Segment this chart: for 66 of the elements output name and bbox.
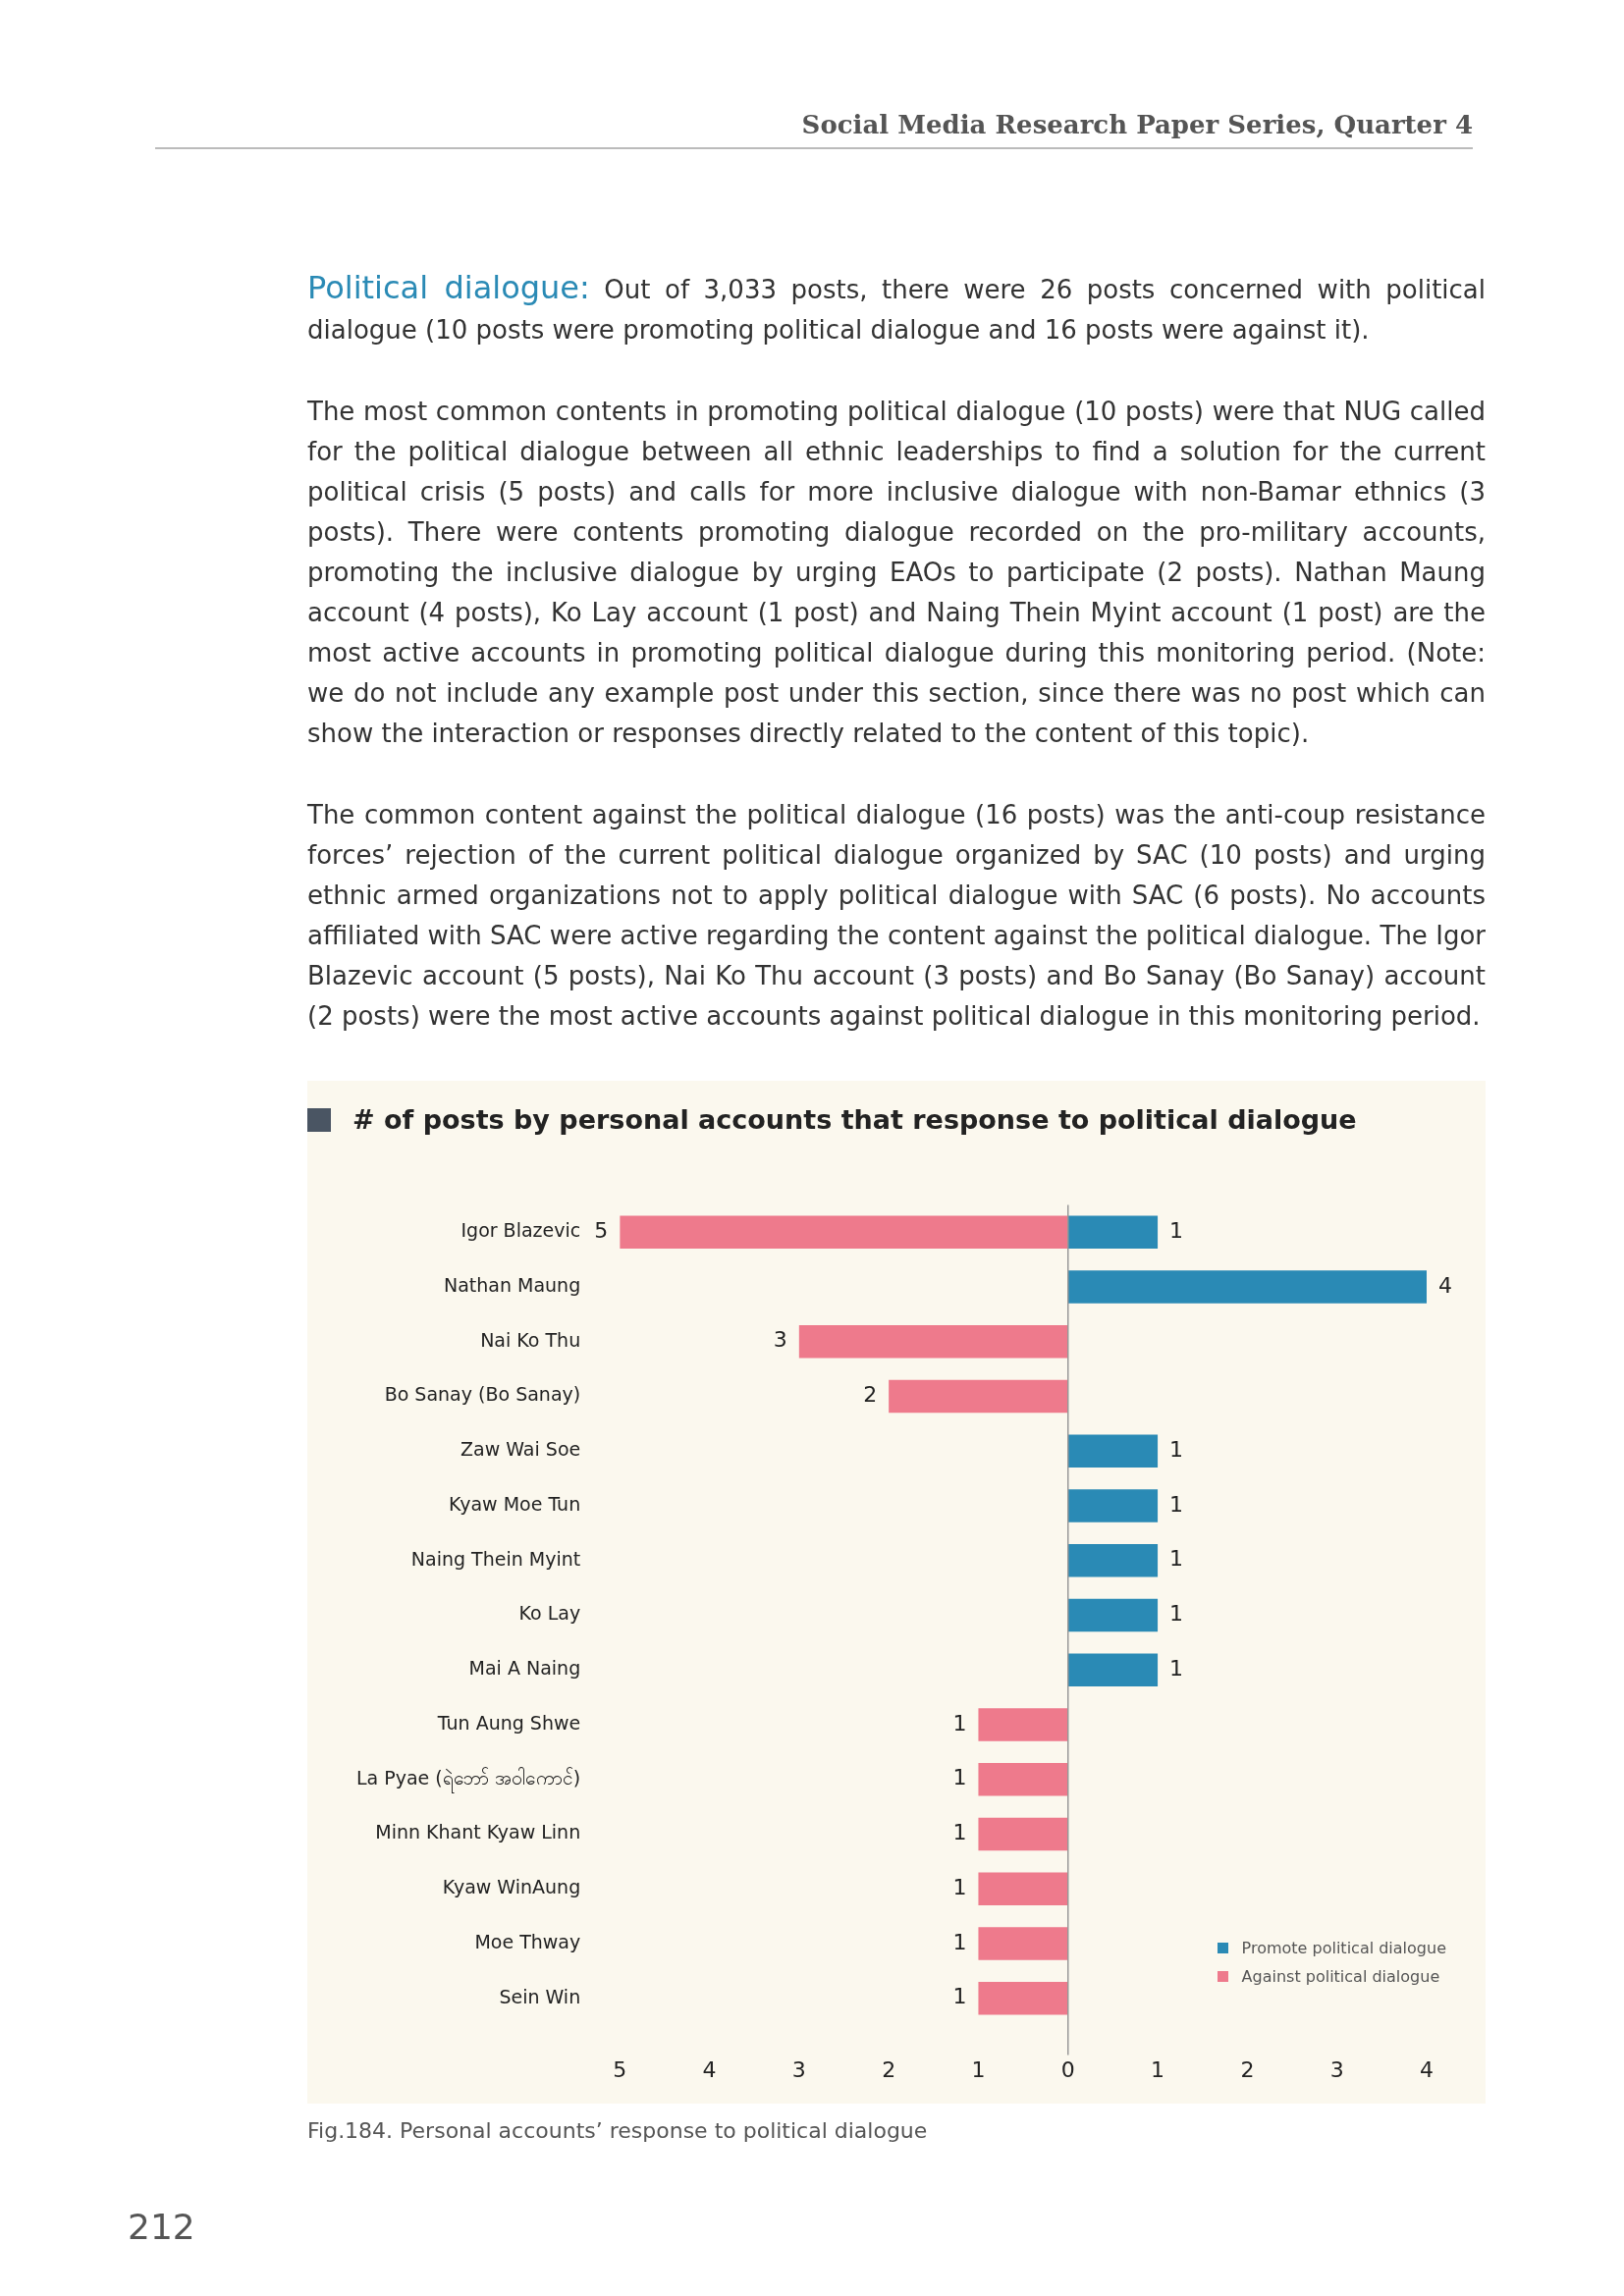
x-tick-label: 1 <box>1151 2056 1165 2082</box>
y-tick-label: Kyaw Moe Tun <box>449 1492 581 1515</box>
data-label: 2 <box>863 1382 878 1408</box>
data-label: 1 <box>1169 1436 1184 1462</box>
data-label: 4 <box>1438 1272 1452 1298</box>
y-tick-label: Minn Khant Kyaw Linn <box>375 1821 581 1843</box>
data-label: 3 <box>773 1327 787 1353</box>
bar <box>978 1872 1068 1905</box>
bar <box>978 1817 1068 1851</box>
bar <box>1067 1489 1159 1522</box>
y-tick-label: La Pyae (ရဲဘော် အဝါကောင်) <box>355 1766 581 1793</box>
x-tick-label: 1 <box>971 2056 986 2082</box>
bar <box>1067 1653 1159 1686</box>
y-tick-label: Moe Thway <box>474 1930 581 1952</box>
bar <box>1067 1270 1427 1304</box>
data-label: 1 <box>952 1765 967 1790</box>
data-label: 1 <box>952 1874 967 1899</box>
data-label: 1 <box>1169 1655 1184 1681</box>
bar <box>978 1708 1068 1741</box>
legend-label: Against political dialogue <box>1241 1967 1440 1986</box>
legend-label: Promote political dialogue <box>1241 1939 1446 1957</box>
data-label: 1 <box>1169 1491 1184 1517</box>
x-tick-label: 3 <box>791 2056 806 2082</box>
bar <box>978 1763 1068 1796</box>
chart-title: # of posts by personal accounts that response to political dialogue <box>352 1104 1357 1135</box>
bar <box>889 1379 1068 1414</box>
bar <box>620 1215 1068 1249</box>
x-tick-label: 2 <box>1240 2056 1255 2082</box>
data-label: 1 <box>952 1710 967 1735</box>
x-tick-label: 2 <box>882 2056 896 2082</box>
bar <box>978 1927 1068 1960</box>
bar <box>1067 1598 1159 1632</box>
y-tick-label: Sein Win <box>499 1985 581 2007</box>
bar <box>1067 1544 1159 1577</box>
x-tick-label: 4 <box>702 2056 717 2082</box>
data-label: 1 <box>1169 1546 1184 1572</box>
data-label: 5 <box>594 1217 609 1243</box>
y-tick-label: Mai A Naing <box>468 1657 581 1680</box>
y-tick-label: Zaw Wai Soe <box>460 1438 581 1461</box>
bar <box>798 1325 1068 1359</box>
data-label: 1 <box>1169 1217 1184 1243</box>
x-tick-label: 4 <box>1420 2056 1434 2082</box>
y-tick-label: Igor Blazevic <box>460 1219 581 1242</box>
y-tick-label: Kyaw WinAung <box>442 1876 581 1898</box>
bar <box>1067 1215 1159 1249</box>
data-label: 1 <box>952 1820 967 1845</box>
y-tick-label: Bo Sanay (Bo Sanay) <box>384 1383 581 1406</box>
x-tick-label: 0 <box>1060 2056 1075 2082</box>
caption: Fig.184. Personal accounts’ response to political dialogue <box>307 2118 928 2143</box>
bar <box>1067 1434 1159 1468</box>
text: 212 <box>128 2207 195 2247</box>
y-tick-label: Nathan Maung <box>443 1273 581 1296</box>
y-tick-label: Naing Thein Myint <box>410 1547 581 1570</box>
y-tick-label: Ko Lay <box>518 1602 581 1625</box>
text: The most common contents in promoting political dialogue (10 posts) were that NUG called for the political dialogue between all ethnic leaderships to find a solution for the current political crisis (5 posts) and calls for more inclusive dialogue with non-Bamar ethnics (3 posts). There were contents promoting dialogue recorded on the pro-military accounts, promoting the inclusive dialogue by urging EAOs to participate (2 posts). Nathan Maung account (4 posts), Ko Lay account (1 post) and Naing Thein Myint account (1 post) are the most active accounts in promoting political dialogue during this monitoring period. (Note: we do not include any example post under this section, since there was no post which can show the interaction or responses directly related to the content of this topic). <box>307 397 1486 748</box>
x-tick-label: 5 <box>613 2056 627 2082</box>
y-tick-label: Nai Ko Thu <box>480 1328 581 1351</box>
data-label: 1 <box>952 1929 967 1954</box>
x-tick-label: 3 <box>1329 2056 1344 2082</box>
y-tick-label: Tun Aung Shwe <box>436 1711 581 1734</box>
text: Social Media Research Paper Series, Quarter 4 <box>155 110 1473 149</box>
text: Political dialogue: <box>307 269 590 306</box>
text: The common content against the political dialogue (16 posts) was the anti-coup resistance forces’ rejection of the current political dialogue organized by SAC (10 posts) and urging ethnic armed organizations not to apply political dialogue with SAC (6 posts). No accounts affiliated with SAC were active regarding the content against the political dialogue. The Igor Blazevic account (5 posts), Nai Ko Thu account (3 posts) and Bo Sanay (Bo Sanay) account (2 posts) were the most active accounts against political dialogue in this monitoring period. <box>307 799 1486 1033</box>
data-label: 1 <box>1169 1601 1184 1627</box>
data-label: 1 <box>952 1984 967 2009</box>
bar <box>978 1982 1068 2015</box>
